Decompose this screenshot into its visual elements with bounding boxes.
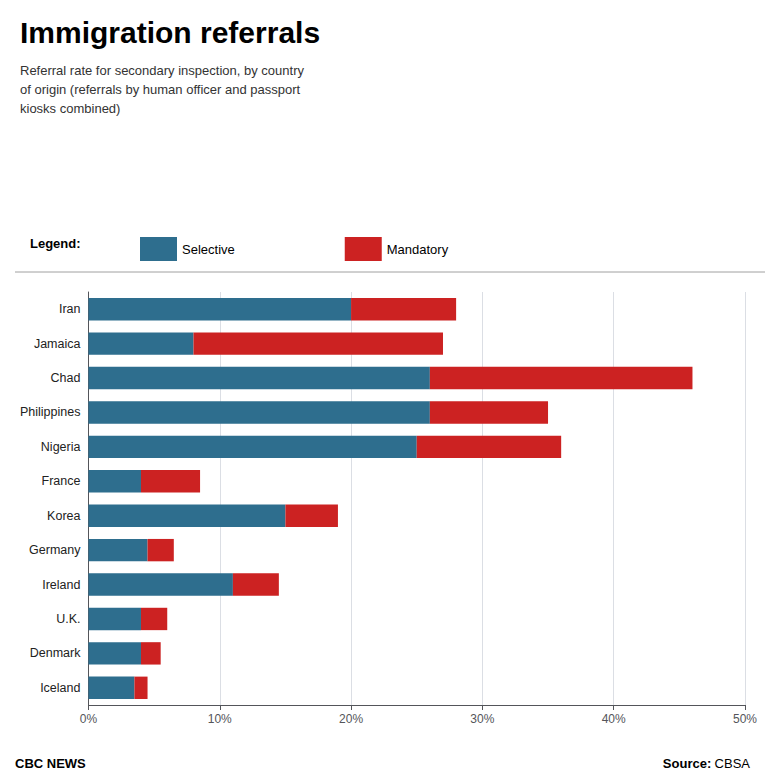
svg-text:Source:: Source: — [663, 756, 711, 771]
svg-text:Referral rate for secondary in: Referral rate for secondary inspection, … — [20, 63, 304, 78]
svg-text:France: France — [42, 474, 81, 488]
svg-text:Denmark: Denmark — [30, 646, 81, 660]
svg-text:CBC NEWS: CBC NEWS — [15, 756, 86, 771]
svg-text:Ireland: Ireland — [42, 578, 80, 592]
svg-text:Iran: Iran — [59, 302, 81, 316]
svg-text:Germany: Germany — [29, 543, 81, 557]
svg-text:CBSA: CBSA — [715, 756, 751, 771]
svg-text:Mandatory: Mandatory — [387, 242, 449, 257]
svg-text:Legend:: Legend: — [30, 236, 81, 251]
svg-text:Selective: Selective — [182, 242, 235, 257]
svg-text:Chad: Chad — [51, 371, 81, 385]
svg-text:Jamaica: Jamaica — [34, 337, 81, 351]
svg-text:10%: 10% — [208, 712, 232, 726]
svg-text:Iceland: Iceland — [40, 681, 80, 695]
svg-text:kiosks combined): kiosks combined) — [20, 101, 120, 116]
svg-text:20%: 20% — [339, 712, 363, 726]
svg-text:40%: 40% — [602, 712, 626, 726]
svg-text:Korea: Korea — [47, 509, 80, 523]
svg-text:Nigeria: Nigeria — [41, 440, 81, 454]
svg-text:50%: 50% — [733, 712, 757, 726]
svg-text:of origin (referrals by human: of origin (referrals by human officer an… — [20, 82, 301, 97]
svg-text:U.K.: U.K. — [56, 612, 80, 626]
svg-text:0%: 0% — [80, 712, 98, 726]
svg-text:Immigration referrals: Immigration referrals — [20, 16, 320, 49]
svg-text:30%: 30% — [470, 712, 494, 726]
svg-text:Philippines: Philippines — [20, 405, 80, 419]
